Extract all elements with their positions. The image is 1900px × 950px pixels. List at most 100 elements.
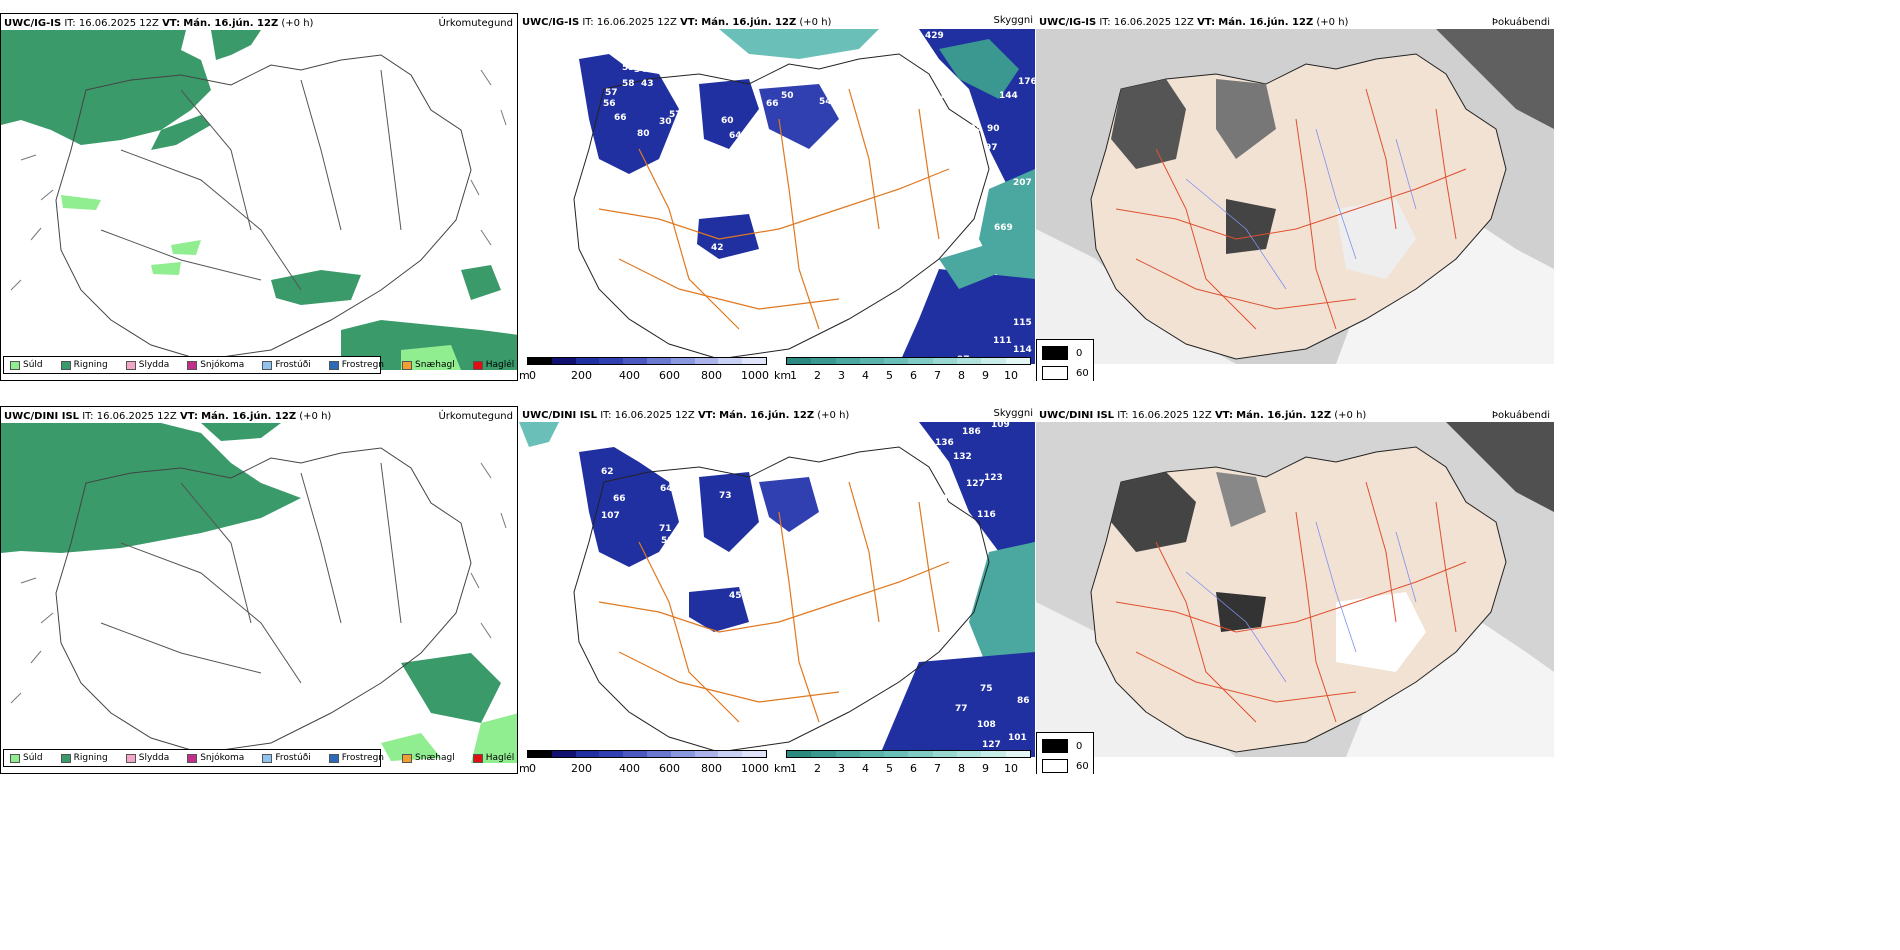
cloud-number: 121 [990, 363, 1009, 373]
cloud-number: 136 [935, 438, 954, 448]
legend-swatch [262, 753, 273, 763]
legend-swatch [472, 753, 483, 763]
legend-swatch [187, 753, 198, 763]
ceiling-tick: 200 [571, 762, 592, 774]
visibility-tick: 4 [862, 369, 869, 381]
legend-swatch [472, 360, 483, 370]
cloud-number: 52 [727, 256, 740, 266]
cloud-number: 54 [634, 65, 647, 75]
visibility-scale-cells [786, 357, 1031, 365]
cloud-number: 127 [966, 479, 985, 489]
cloud-number: 127 [982, 740, 1001, 750]
ceiling-tick: 600 [659, 369, 680, 381]
visibility-label: Skyggni [993, 15, 1033, 26]
legend-item: Frostregn [328, 753, 384, 763]
legend-swatch [187, 360, 198, 370]
visibility-tick: 5 [886, 762, 893, 774]
fog-legend: 0 60 [1036, 339, 1094, 381]
legend-item: Slydda [125, 753, 169, 763]
cloud-number: 54 [819, 97, 832, 107]
legend-item: Slydda [125, 360, 169, 370]
visibility-label: Skyggni [993, 408, 1033, 419]
legend-swatch [328, 360, 339, 370]
visibility-unit: km [774, 762, 792, 774]
visibility-scalebar: km 1 2 3 4 5 6 7 8 9 10 [774, 357, 1034, 381]
visibility-tick: 10 [1004, 369, 1018, 381]
cloud-number: 120 [935, 471, 954, 481]
cloud-number: 75 [980, 684, 993, 694]
legend-swatch [328, 753, 339, 763]
ceiling-scale-cells [527, 750, 767, 758]
legend-swatch [10, 360, 20, 370]
fog-map [1036, 422, 1554, 757]
cloud-number: 429 [925, 31, 944, 41]
cloud-number: 58 [622, 79, 635, 89]
cloud-number: 66 [766, 99, 779, 109]
visibility-tick: 7 [934, 762, 941, 774]
cloud-number: 43 [641, 79, 654, 89]
cloud-number: 144 [999, 91, 1018, 101]
legend-swatch [60, 753, 71, 763]
legend-item: Snæhagl [402, 753, 455, 763]
cloud-number: 55 [622, 63, 635, 73]
cloud-number: 74 [664, 158, 677, 168]
visibility-scale-cells [786, 750, 1031, 758]
visibility-tick: 2 [814, 369, 821, 381]
visibility-scalebar: km 1 2 3 4 5 6 7 8 9 10 [774, 750, 1034, 774]
ceiling-unit: m [519, 762, 530, 774]
visibility-unit: km [774, 369, 792, 381]
fog-legend-row: 0 [1042, 739, 1082, 753]
visibility-tick: 3 [838, 762, 845, 774]
visibility-tick: 9 [982, 369, 989, 381]
panel-title: UWC/IG-IS IT: 16.06.2025 12Z VT: Mán. 16… [4, 18, 314, 29]
cloud-number: 56 [631, 441, 644, 451]
legend-swatch [125, 753, 136, 763]
fog-indicator-label: Þokuábendi [1491, 17, 1550, 28]
ceiling-scale-cells [527, 357, 767, 365]
cloud-number: 132 [953, 452, 972, 462]
cloud-number: 176 [1018, 77, 1035, 87]
ceiling-scalebar: m 0 200 400 600 800 1000 [519, 357, 769, 381]
legend-item: Súld [10, 360, 43, 370]
cloud-number: 347 [719, 48, 738, 58]
panel-title: UWC/DINI ISL IT: 16.06.2025 12Z VT: Mán.… [1039, 410, 1367, 421]
ceiling-tick: 0 [529, 762, 536, 774]
fog-panel-igis: UWC/IG-IS IT: 16.06.2025 12Z VT: Mán. 16… [1036, 13, 1554, 381]
ceiling-unit: m [519, 369, 530, 381]
fog-legend-swatch [1042, 759, 1068, 773]
fog-legend-swatch [1042, 739, 1068, 753]
legend-item: Súld [10, 753, 43, 763]
fog-legend-swatch [1042, 346, 1068, 360]
fog-legend-row: 0 [1042, 346, 1082, 360]
fog-legend: 0 60 [1036, 732, 1094, 774]
legend-swatch [60, 360, 71, 370]
cloud-number: 62 [601, 467, 614, 477]
precip-map [1, 30, 517, 370]
cloud-panel-dini: UWC/DINI ISL IT: 16.06.2025 12Z VT: Mán.… [519, 406, 1035, 774]
cloud-number: 109 [991, 420, 1010, 430]
visibility-tick: 2 [814, 762, 821, 774]
visibility-tick: 7 [934, 369, 941, 381]
fog-legend-row: 60 [1042, 366, 1089, 380]
cloud-number: 116 [977, 510, 996, 520]
panel-title: UWC/DINI ISL IT: 16.06.2025 12Z VT: Mán.… [4, 411, 332, 422]
visibility-tick: 9 [982, 762, 989, 774]
legend-item: Haglél [472, 753, 514, 763]
ceiling-tick: 800 [701, 762, 722, 774]
cloud-number: 669 [994, 223, 1013, 233]
panel-title: UWC/IG-IS IT: 16.06.2025 12Z VT: Mán. 16… [522, 17, 832, 28]
precip-type-label: Úrkomutegund [438, 18, 513, 29]
cloud-number: 66 [614, 113, 627, 123]
cloud-number: 114 [939, 91, 958, 101]
fog-legend-row: 60 [1042, 759, 1089, 773]
ceiling-tick: 1000 [741, 369, 769, 381]
fog-panel-dini: UWC/DINI ISL IT: 16.06.2025 12Z VT: Mán.… [1036, 406, 1554, 774]
cloud-map [573, 29, 1035, 364]
legend-item: Snjókoma [187, 753, 244, 763]
legend-item: Frostúði [262, 753, 311, 763]
cloud-number: 90 [987, 124, 1000, 134]
panel-title: UWC/IG-IS IT: 16.06.2025 12Z VT: Mán. 16… [1039, 17, 1349, 28]
legend-swatch [262, 360, 273, 370]
legend-swatch [402, 360, 413, 370]
cloud-number: 60 [721, 116, 734, 126]
